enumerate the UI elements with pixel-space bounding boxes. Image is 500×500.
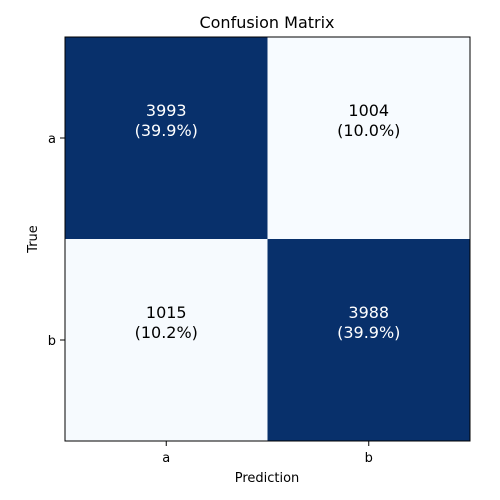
x-tick-label: a xyxy=(162,451,170,466)
cell-percent-label: (10.2%) xyxy=(135,323,198,342)
y-axis-label: True xyxy=(26,225,41,254)
y-axis-ticks: ab xyxy=(48,132,65,349)
x-tick-label: b xyxy=(365,451,373,466)
plot-frame xyxy=(64,36,471,442)
y-tick-label: a xyxy=(48,132,56,147)
heatmap-cell-b-a xyxy=(65,239,268,441)
heatmap-cell-a-b xyxy=(267,37,470,239)
x-axis-label: Prediction xyxy=(235,471,300,486)
cell-count-label: 1004 xyxy=(348,101,389,120)
cell-percent-label: (10.0%) xyxy=(337,121,400,140)
cell-percent-label: (39.9%) xyxy=(135,121,198,140)
cell-count-label: 1015 xyxy=(146,303,187,322)
heatmap-cell-a-a xyxy=(65,37,268,239)
heatmap-cells: 3993(39.9%)1004(10.0%)1015(10.2%)3988(39… xyxy=(65,37,470,441)
chart-title: Confusion Matrix xyxy=(199,13,334,32)
heatmap-cell-b-b xyxy=(267,239,470,441)
cell-count-label: 3988 xyxy=(348,303,389,322)
cell-count-label: 3993 xyxy=(146,101,187,120)
cell-percent-label: (39.9%) xyxy=(337,323,400,342)
y-tick-label: b xyxy=(48,334,56,349)
